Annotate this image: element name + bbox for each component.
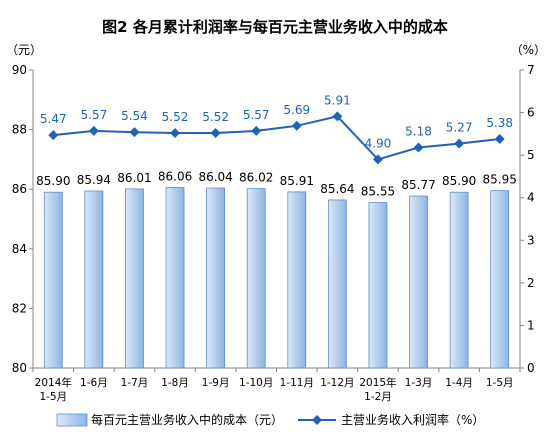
right-y-tick-label: 2 — [527, 276, 535, 290]
bar-value-label: 85.55 — [361, 185, 395, 199]
x-tick-label: 1-3月 — [405, 377, 433, 389]
bar — [125, 188, 144, 369]
bar — [246, 188, 266, 369]
line-value-label: 5.57 — [243, 108, 270, 122]
line-value-label: 5.18 — [405, 124, 432, 138]
line-point-diamond — [332, 111, 343, 122]
x-year-label: 2014年 — [35, 376, 72, 389]
line-value-label: 5.69 — [283, 103, 310, 117]
line-series: 5.47 5.57 5.54 5.52 5.52 5.57 5.69 5.91 4.90 5.18… — [40, 93, 513, 165]
bar-value-label: 85.91 — [280, 174, 314, 188]
right-axis-unit-label: （%） — [511, 43, 546, 57]
line-value-label: 5.27 — [446, 121, 473, 135]
left-y-tick-label: 90 — [12, 63, 27, 77]
bar — [490, 190, 510, 369]
left-y-tick-label: 80 — [12, 361, 27, 375]
bar-value-label: 86.06 — [158, 169, 192, 183]
bar — [287, 191, 307, 369]
line-point-diamond — [454, 138, 465, 149]
line-value-label: 5.54 — [121, 109, 148, 123]
legend: 每百元主营业务收入中的成本（元） 主营业务收入利润率（%） — [56, 412, 484, 427]
x-tick-label: 1-6月 — [80, 377, 108, 389]
x-tick-label: 1-8月 — [161, 377, 189, 389]
left-axis-unit-label: （元） — [6, 43, 42, 57]
bar-value-label: 86.04 — [198, 170, 232, 184]
chart-title: 图2 各月累计利润率与每百元主营业务收入中的成本 — [102, 18, 448, 36]
bar-value-label: 85.77 — [401, 178, 435, 192]
bar-value-label: 85.94 — [77, 173, 111, 187]
bar-value-label: 86.01 — [117, 171, 151, 185]
right-y-tick-label: 5 — [527, 148, 535, 162]
legend-line-label: 主营业务收入利润率（%） — [341, 412, 484, 427]
bar-value-label: 85.90 — [36, 174, 70, 188]
line-point-diamond — [88, 125, 99, 136]
line-point-diamond — [494, 133, 505, 144]
bar-value-label: 85.64 — [320, 182, 354, 196]
bar-value-label: 85.95 — [483, 173, 517, 187]
x-tick-label: 1-12月 — [320, 377, 354, 389]
right-y-tick-label: 1 — [527, 318, 535, 332]
right-y-tick-label: 3 — [527, 233, 535, 247]
left-y-tick-label: 86 — [12, 182, 27, 196]
x-tick-label: 1-5月 — [486, 377, 514, 389]
line-point-diamond — [251, 125, 262, 136]
bar — [368, 202, 388, 369]
bar-series: 85.90 85.94 86.01 86.06 86.04 86.02 85.91 85.64… — [36, 169, 517, 369]
bar-value-label: 86.02 — [239, 171, 273, 185]
line-value-label: 5.52 — [162, 110, 189, 124]
right-y-tick-label: 0 — [527, 361, 535, 375]
bar-value-label: 85.90 — [442, 174, 476, 188]
left-y-tick-label: 88 — [12, 123, 27, 137]
line-point-diamond — [48, 130, 59, 141]
line-value-label: 5.91 — [324, 93, 351, 107]
bar — [449, 191, 469, 369]
x-tick-label: 1-10月 — [239, 377, 273, 389]
line-point-diamond — [291, 120, 302, 131]
bar — [165, 187, 185, 369]
left-y-tick-label: 82 — [12, 301, 27, 315]
legend-bar-swatch — [56, 413, 88, 427]
line-point-diamond — [129, 127, 140, 138]
line-value-label: 5.47 — [40, 112, 67, 126]
line-point-diamond — [210, 128, 221, 139]
x-year-label: 2015年 — [359, 376, 396, 389]
axes: 80 82 84 86 88 90 0 1 2 3 4 5 6 7 2014年 1-5月 1-6月 1-7月 1-8… — [12, 63, 535, 403]
line-value-label: 5.57 — [81, 108, 108, 122]
bar — [409, 195, 428, 369]
line-point-diamond — [372, 154, 383, 165]
x-tick-label: 1-9月 — [202, 377, 230, 389]
line-point-diamond — [170, 128, 181, 139]
line-point-diamond — [413, 142, 424, 153]
bar — [206, 187, 226, 369]
right-y-tick-label: 7 — [527, 63, 535, 77]
legend-diamond-marker-icon — [312, 415, 322, 425]
line-value-label: 5.52 — [202, 110, 229, 124]
bar — [43, 191, 63, 369]
legend-bar-label: 每百元主营业务收入中的成本（元） — [91, 412, 283, 427]
left-y-tick-label: 84 — [12, 242, 27, 256]
x-tick-label: 1-5月 — [39, 391, 67, 403]
x-tick-label: 1-4月 — [445, 377, 473, 389]
x-tick-label: 1-7月 — [121, 377, 149, 389]
line-value-label: 5.38 — [486, 116, 513, 130]
x-tick-label: 1-11月 — [280, 377, 314, 389]
line-value-label: 4.90 — [365, 136, 392, 150]
right-y-tick-label: 4 — [527, 191, 535, 205]
x-tick-label: 1-2月 — [364, 391, 392, 403]
bar — [327, 199, 347, 369]
right-y-tick-label: 6 — [527, 106, 535, 120]
series-line — [53, 115, 500, 161]
bar — [84, 190, 104, 369]
